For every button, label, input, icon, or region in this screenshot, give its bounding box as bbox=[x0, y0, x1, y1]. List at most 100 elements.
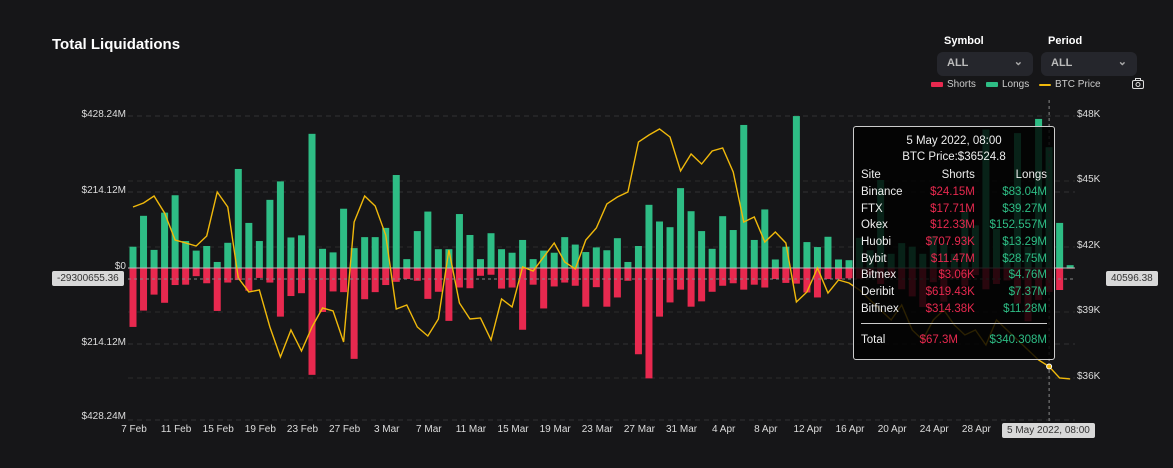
long-bar bbox=[140, 215, 148, 268]
long-bar bbox=[361, 237, 369, 268]
tooltip-site: Deribit bbox=[861, 286, 895, 299]
long-bar bbox=[592, 247, 600, 268]
tooltip-row: FTX $17.71M $39.27M bbox=[861, 200, 1047, 217]
long-bar bbox=[729, 230, 737, 268]
legend-label: Longs bbox=[1002, 79, 1030, 90]
long-bar bbox=[455, 214, 463, 268]
right-axis-tick: $36K bbox=[1077, 371, 1101, 382]
symbol-value: ALL bbox=[947, 57, 969, 69]
tooltip-shorts: $314.38K bbox=[925, 302, 975, 315]
short-bar bbox=[361, 268, 369, 300]
short-bar bbox=[487, 268, 495, 275]
short-bar bbox=[582, 268, 590, 307]
tooltip-table: Site Shorts Longs Binance $24.15M $83.04M F… bbox=[861, 167, 1047, 317]
short-bar bbox=[719, 268, 727, 286]
symbol-select[interactable]: ALL ⌄ bbox=[937, 52, 1033, 76]
short-bar bbox=[371, 268, 379, 293]
short-bar bbox=[613, 268, 621, 298]
legend-label: BTC Price bbox=[1055, 79, 1101, 90]
tooltip-shorts: $707.93K bbox=[925, 236, 975, 249]
period-select[interactable]: ALL ⌄ bbox=[1041, 52, 1137, 76]
short-bar bbox=[476, 268, 484, 276]
long-bar bbox=[677, 188, 685, 268]
tooltip-site: Huobi bbox=[861, 236, 892, 249]
short-bar bbox=[382, 268, 390, 286]
short-bar bbox=[319, 268, 327, 313]
x-axis-tick: 12 Apr bbox=[793, 424, 823, 435]
short-bar bbox=[803, 268, 811, 293]
legend-btc-price[interactable]: BTC Price bbox=[1039, 79, 1101, 90]
long-bar bbox=[519, 239, 527, 268]
short-bar bbox=[529, 268, 537, 285]
long-bar bbox=[666, 227, 674, 268]
tooltip-row: Binance $24.15M $83.04M bbox=[861, 184, 1047, 201]
long-bar bbox=[1066, 265, 1074, 268]
short-bar bbox=[140, 268, 148, 311]
short-bar bbox=[255, 268, 263, 278]
x-axis-tick: 11 Mar bbox=[455, 424, 487, 435]
short-bar bbox=[634, 268, 642, 355]
short-bar bbox=[813, 268, 821, 298]
short-bar bbox=[498, 268, 506, 289]
long-bar bbox=[487, 233, 495, 268]
short-bar bbox=[771, 268, 779, 280]
long-bar bbox=[719, 216, 727, 268]
short-bar bbox=[434, 268, 442, 292]
long-bar bbox=[782, 246, 790, 268]
legend-longs[interactable]: Longs bbox=[986, 79, 1029, 90]
long-bar bbox=[645, 204, 653, 268]
long-bar bbox=[171, 195, 179, 268]
long-bar bbox=[392, 175, 400, 268]
crosshair-date-label: 5 May 2022, 08:00 bbox=[1002, 423, 1095, 438]
x-axis-tick: 15 Mar bbox=[497, 424, 529, 435]
tooltip-longs: $4.76M bbox=[1008, 269, 1047, 282]
long-bar bbox=[582, 252, 590, 268]
long-bar bbox=[571, 244, 579, 268]
total-label: Total bbox=[861, 334, 886, 347]
long-bar bbox=[161, 212, 169, 268]
long-bar bbox=[603, 250, 611, 268]
long-bar bbox=[276, 181, 284, 268]
tooltip-shorts: $619.43K bbox=[925, 286, 975, 299]
long-bar bbox=[813, 247, 821, 268]
short-bar bbox=[603, 268, 611, 307]
tooltip-shorts: $12.33M bbox=[930, 219, 975, 232]
short-bar bbox=[297, 268, 305, 294]
long-bar bbox=[424, 211, 432, 268]
tooltip-site: Bybit bbox=[861, 252, 887, 265]
camera-icon[interactable] bbox=[1132, 78, 1144, 89]
short-bar bbox=[571, 268, 579, 286]
right-axis-tick: $42K bbox=[1077, 240, 1101, 251]
short-bar bbox=[392, 268, 400, 282]
shorts-swatch bbox=[931, 82, 943, 87]
x-axis-tick: 7 Mar bbox=[416, 424, 442, 435]
tooltip-site: Okex bbox=[861, 219, 888, 232]
short-bar bbox=[340, 268, 348, 293]
x-axis-tick: 27 Feb bbox=[329, 424, 361, 435]
tooltip-site: FTX bbox=[861, 202, 883, 215]
tooltip-row: Bitfinex $314.38K $11.28M bbox=[861, 301, 1047, 318]
legend-shorts[interactable]: Shorts bbox=[931, 79, 976, 90]
tooltip-site: Bitfinex bbox=[861, 302, 899, 315]
long-bar bbox=[403, 259, 411, 268]
long-bar bbox=[550, 252, 558, 268]
x-axis-tick: 31 Mar bbox=[665, 424, 698, 435]
short-bar bbox=[624, 268, 632, 281]
short-bar bbox=[698, 268, 706, 302]
long-bar bbox=[624, 261, 632, 268]
long-bar bbox=[498, 249, 506, 268]
tooltip-shorts: $17.71M bbox=[930, 202, 975, 215]
short-bar bbox=[455, 268, 463, 288]
short-bar bbox=[350, 268, 358, 359]
long-bar bbox=[466, 234, 474, 268]
long-bar bbox=[476, 259, 484, 268]
x-axis-tick: 23 Mar bbox=[581, 424, 613, 435]
page-title: Total Liquidations bbox=[52, 36, 181, 53]
x-axis-tick: 15 Feb bbox=[202, 424, 234, 435]
short-bar bbox=[192, 268, 200, 277]
x-axis-tick: 23 Feb bbox=[286, 424, 319, 435]
short-bar bbox=[171, 268, 179, 286]
tooltip-row: Huobi $707.93K $13.29M bbox=[861, 234, 1047, 251]
long-bar bbox=[150, 249, 158, 268]
crosshair-right-value: 40596.38 bbox=[1106, 271, 1158, 286]
